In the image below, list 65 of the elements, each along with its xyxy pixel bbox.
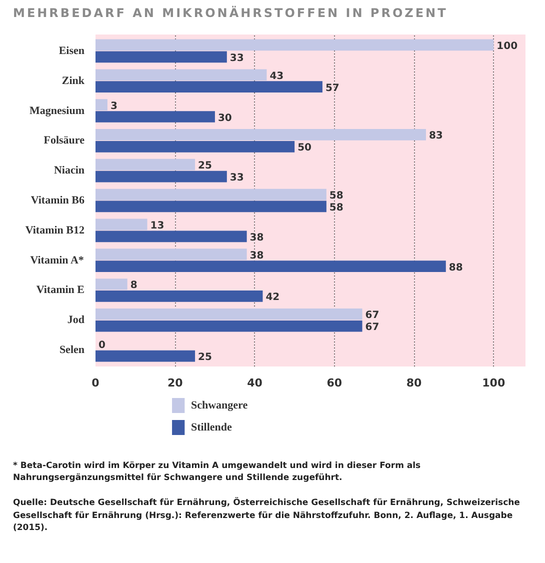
y-tick-label: Jod (67, 314, 85, 326)
data-label: 38 (250, 250, 264, 262)
data-label: 58 (329, 190, 344, 202)
bar (96, 39, 494, 51)
data-label: 50 (298, 142, 312, 154)
data-label: 58 (329, 202, 344, 214)
data-label: 3 (110, 100, 118, 112)
y-tick-label: Vitamin A* (30, 254, 84, 266)
chart-title: MEHRBEDARF AN MIKRONÄHRSTOFFEN IN PROZENT (13, 5, 448, 22)
data-label: 38 (250, 232, 264, 244)
data-label: 33 (230, 53, 244, 64)
bar (96, 99, 108, 111)
data-label: 88 (448, 262, 463, 274)
bar (96, 290, 263, 302)
x-tick-label: 40 (247, 376, 263, 390)
data-label: 25 (198, 160, 212, 172)
x-tick-label: 80 (406, 376, 422, 390)
text: * Beta-Carotin wird im Körper zu Vitamin A umgewandelt und wird in dieser Form als Nahrungsergänzungsmittel für Schwangere und Stillende zugeführt. (13, 460, 422, 484)
data-label: 8 (130, 280, 138, 292)
data-label: 0 (98, 340, 106, 352)
y-tick-label: Folsäure (44, 134, 85, 147)
data-label: 43 (270, 71, 284, 82)
bar (96, 171, 227, 182)
y-tick-label: Selen (59, 344, 85, 356)
data-label: 30 (218, 112, 232, 124)
y-tick-label: Vitamin B12 (25, 224, 85, 237)
bar (96, 350, 196, 362)
bar (96, 81, 322, 93)
x-tick-label: 100 (482, 376, 506, 390)
data-label: 57 (325, 82, 340, 94)
bar (96, 320, 362, 332)
source-note: Quelle: Deutsche Gesellschaft für Ernährung, Österreichische Gesellschaft für Ernährung, Schweizerische Gesellschaft für Ernährung (Hrsg.): Referenzwerte für die Nährstoffzufuhr. Bonn, 2. Auflage, 1. Ausgabe (2015). (13, 497, 521, 534)
bar (96, 159, 196, 170)
bar (96, 248, 247, 260)
bar (96, 51, 227, 63)
data-label: 25 (198, 352, 212, 364)
bar (96, 230, 247, 242)
data-label: 67 (365, 310, 380, 322)
y-tick-label: Zink (62, 75, 86, 87)
bar (96, 69, 267, 81)
bar (96, 260, 446, 272)
bar (96, 141, 295, 152)
bar (96, 218, 148, 230)
y-tick-label: Niacin (54, 164, 85, 177)
legend-label: Schwangere (190, 400, 248, 412)
x-tick-label: 20 (167, 376, 184, 390)
y-tick-label: Eisen (58, 45, 85, 58)
bar (96, 278, 128, 290)
x-tick-label: 0 (92, 376, 100, 390)
data-label: 67 (365, 322, 380, 334)
data-label: 33 (230, 172, 244, 184)
data-label: 83 (428, 130, 443, 142)
bar (96, 188, 326, 200)
bar (96, 129, 426, 141)
bar (96, 200, 326, 212)
data-label: 13 (150, 220, 164, 232)
data-label: 42 (266, 292, 280, 304)
y-tick-label: Vitamin B6 (30, 194, 85, 207)
bar (96, 111, 215, 123)
y-tick-label: Vitamin E (36, 284, 85, 296)
y-tick-label: Magnesium (30, 104, 84, 117)
data-label: 100 (496, 41, 518, 52)
bar (96, 308, 362, 320)
x-tick-label: 60 (326, 376, 342, 390)
legend-label: Stillende (190, 422, 232, 434)
